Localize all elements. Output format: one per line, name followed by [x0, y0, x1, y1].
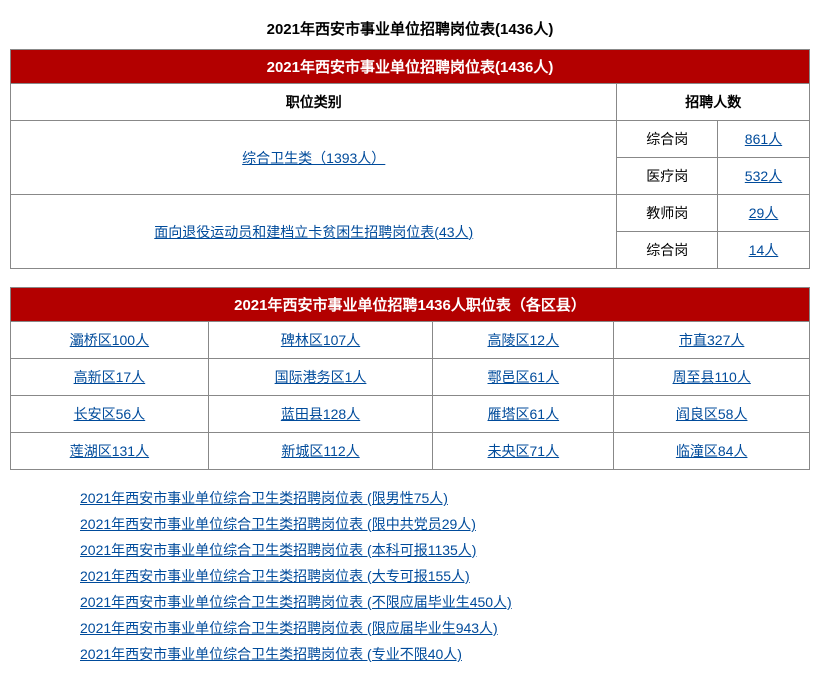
category-cell: 综合卫生类（1393人） [11, 121, 617, 195]
district-link[interactable]: 临潼区84人 [676, 443, 748, 459]
positions-table: 2021年西安市事业单位招聘岗位表(1436人) 职位类别 招聘人数 综合卫生类… [10, 49, 810, 269]
subtype-cell: 教师岗 [617, 195, 717, 232]
table-row: 高新区17人 国际港务区1人 鄠邑区61人 周至县110人 [11, 359, 810, 396]
district-link[interactable]: 长安区56人 [74, 406, 146, 422]
district-link[interactable]: 未央区71人 [488, 443, 560, 459]
district-link[interactable]: 灞桥区100人 [70, 332, 149, 348]
table-row: 莲湖区131人 新城区112人 未央区71人 临潼区84人 [11, 433, 810, 470]
filter-link[interactable]: 2021年西安市事业单位综合卫生类招聘岗位表 (专业不限40人) [80, 646, 462, 662]
district-link[interactable]: 新城区112人 [281, 443, 359, 459]
count-cell: 14人 [717, 232, 809, 269]
district-link[interactable]: 雁塔区61人 [488, 406, 560, 422]
filter-link[interactable]: 2021年西安市事业单位综合卫生类招聘岗位表 (本科可报1135人) [80, 542, 476, 558]
count-cell: 861人 [717, 121, 809, 158]
district-link[interactable]: 市直327人 [679, 332, 744, 348]
district-link[interactable]: 周至县110人 [673, 369, 751, 385]
col-header-count: 招聘人数 [617, 84, 810, 121]
count-link[interactable]: 532人 [745, 168, 782, 184]
count-link[interactable]: 29人 [749, 205, 779, 221]
filter-link[interactable]: 2021年西安市事业单位综合卫生类招聘岗位表 (大专可报155人) [80, 568, 470, 584]
bottom-links: 2021年西安市事业单位综合卫生类招聘岗位表 (限男性75人) 2021年西安市… [10, 488, 810, 664]
table2-banner: 2021年西安市事业单位招聘1436人职位表（各区县） [11, 288, 810, 322]
subtype-cell: 医疗岗 [617, 158, 717, 195]
district-link[interactable]: 高陵区12人 [488, 332, 560, 348]
subtype-cell: 综合岗 [617, 232, 717, 269]
filter-link[interactable]: 2021年西安市事业单位综合卫生类招聘岗位表 (限中共党员29人) [80, 516, 476, 532]
table-row: 长安区56人 蓝田县128人 雁塔区61人 阎良区58人 [11, 396, 810, 433]
category-cell: 面向退役运动员和建档立卡贫困生招聘岗位表(43人) [11, 195, 617, 269]
table1-banner: 2021年西安市事业单位招聘岗位表(1436人) [11, 50, 810, 84]
filter-link[interactable]: 2021年西安市事业单位综合卫生类招聘岗位表 (不限应届毕业生450人) [80, 594, 512, 610]
category-link[interactable]: 综合卫生类（1393人） [242, 150, 385, 166]
district-link[interactable]: 碑林区107人 [281, 332, 360, 348]
category-link[interactable]: 面向退役运动员和建档立卡贫困生招聘岗位表(43人) [154, 224, 473, 240]
district-link[interactable]: 国际港务区1人 [275, 369, 367, 385]
count-cell: 532人 [717, 158, 809, 195]
count-link[interactable]: 861人 [745, 131, 782, 147]
count-link[interactable]: 14人 [749, 242, 779, 258]
col-header-category: 职位类别 [11, 84, 617, 121]
district-link[interactable]: 莲湖区131人 [70, 443, 149, 459]
filter-link[interactable]: 2021年西安市事业单位综合卫生类招聘岗位表 (限应届毕业生943人) [80, 620, 498, 636]
count-cell: 29人 [717, 195, 809, 232]
district-link[interactable]: 阎良区58人 [676, 406, 748, 422]
district-table: 2021年西安市事业单位招聘1436人职位表（各区县） 灞桥区100人 碑林区1… [10, 287, 810, 470]
page-title: 2021年西安市事业单位招聘岗位表(1436人) [10, 18, 810, 39]
district-link[interactable]: 蓝田县128人 [281, 406, 360, 422]
district-link[interactable]: 高新区17人 [74, 369, 146, 385]
filter-link[interactable]: 2021年西安市事业单位综合卫生类招聘岗位表 (限男性75人) [80, 490, 448, 506]
table-row: 灞桥区100人 碑林区107人 高陵区12人 市直327人 [11, 322, 810, 359]
subtype-cell: 综合岗 [617, 121, 717, 158]
district-link[interactable]: 鄠邑区61人 [488, 369, 560, 385]
